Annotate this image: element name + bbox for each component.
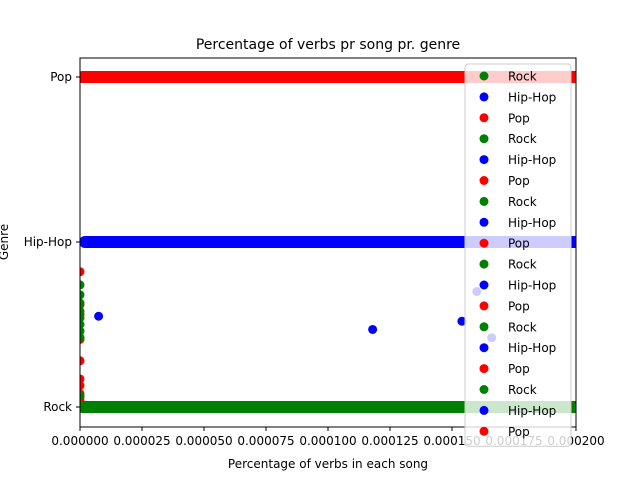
legend-marker bbox=[479, 280, 489, 290]
x-axis-label: Percentage of verbs in each song bbox=[228, 457, 428, 471]
legend: Rock Hip-Hop Pop Rock Hip-Hop Pop Rock Hip-Hop P… bbox=[464, 63, 572, 447]
data-point bbox=[80, 290, 85, 300]
legend-marker bbox=[479, 322, 489, 332]
data-point bbox=[80, 333, 85, 343]
x-tick-label: 0.000125 bbox=[361, 434, 418, 448]
legend-label: Rock bbox=[508, 70, 537, 84]
legend-marker bbox=[479, 92, 489, 102]
data-point bbox=[80, 74, 85, 84]
chart-title: Percentage of verbs pr song pr. genre bbox=[196, 37, 460, 53]
legend-marker bbox=[479, 176, 489, 185]
x-tick-label: 0.000025 bbox=[113, 434, 170, 448]
data-point bbox=[80, 390, 85, 400]
y-tick-label: Pop bbox=[50, 70, 72, 84]
legend-label: Hip-Hop bbox=[508, 279, 556, 293]
legend-label: Hip-Hop bbox=[508, 341, 556, 355]
x-tick-label: 0.000075 bbox=[237, 434, 294, 448]
legend-label: Pop bbox=[508, 425, 530, 439]
legend-label: Pop bbox=[508, 299, 530, 313]
legend-marker bbox=[479, 71, 489, 81]
data-point bbox=[80, 381, 85, 391]
legend-marker bbox=[479, 259, 489, 269]
y-axis-label: Genre bbox=[0, 224, 11, 260]
legend-marker bbox=[479, 343, 489, 353]
legend-label: Rock bbox=[508, 383, 537, 397]
legend-label: Pop bbox=[508, 362, 530, 376]
legend-label: Hip-Hop bbox=[508, 404, 556, 418]
legend-marker bbox=[479, 196, 489, 206]
x-tick-label: 0.000000 bbox=[51, 434, 108, 448]
legend-label: Hip-Hop bbox=[508, 216, 556, 230]
data-point bbox=[80, 267, 85, 277]
legend-marker bbox=[479, 385, 489, 394]
legend-label: Rock bbox=[508, 258, 537, 272]
legend-marker bbox=[479, 238, 489, 248]
y-tick-label: Hip-Hop bbox=[24, 235, 72, 249]
legend-label: Hip-Hop bbox=[508, 153, 556, 167]
data-point bbox=[80, 280, 85, 290]
legend-label: Rock bbox=[508, 320, 537, 334]
legend-marker bbox=[479, 113, 489, 123]
data-point bbox=[368, 324, 378, 334]
legend-label: Rock bbox=[508, 132, 537, 146]
data-point bbox=[94, 311, 104, 321]
legend-marker bbox=[479, 217, 489, 227]
legend-marker bbox=[479, 364, 489, 374]
legend-label: Pop bbox=[508, 111, 530, 125]
legend-box bbox=[464, 63, 572, 447]
legend-label: Hip-Hop bbox=[508, 90, 556, 104]
x-tick-label: 0.000050 bbox=[175, 434, 232, 448]
legend-marker bbox=[479, 155, 489, 165]
legend-marker bbox=[479, 301, 489, 311]
legend-label: Pop bbox=[508, 237, 530, 251]
data-point bbox=[457, 316, 467, 326]
legend-label: Rock bbox=[508, 195, 537, 209]
legend-marker bbox=[479, 405, 489, 415]
y-tick-label: Rock bbox=[43, 400, 72, 414]
legend-marker bbox=[479, 134, 489, 144]
x-tick-label: 0.000100 bbox=[299, 434, 356, 448]
legend-marker bbox=[479, 426, 489, 436]
data-point bbox=[80, 298, 85, 308]
data-point bbox=[80, 356, 85, 366]
legend-label: Pop bbox=[508, 174, 530, 188]
